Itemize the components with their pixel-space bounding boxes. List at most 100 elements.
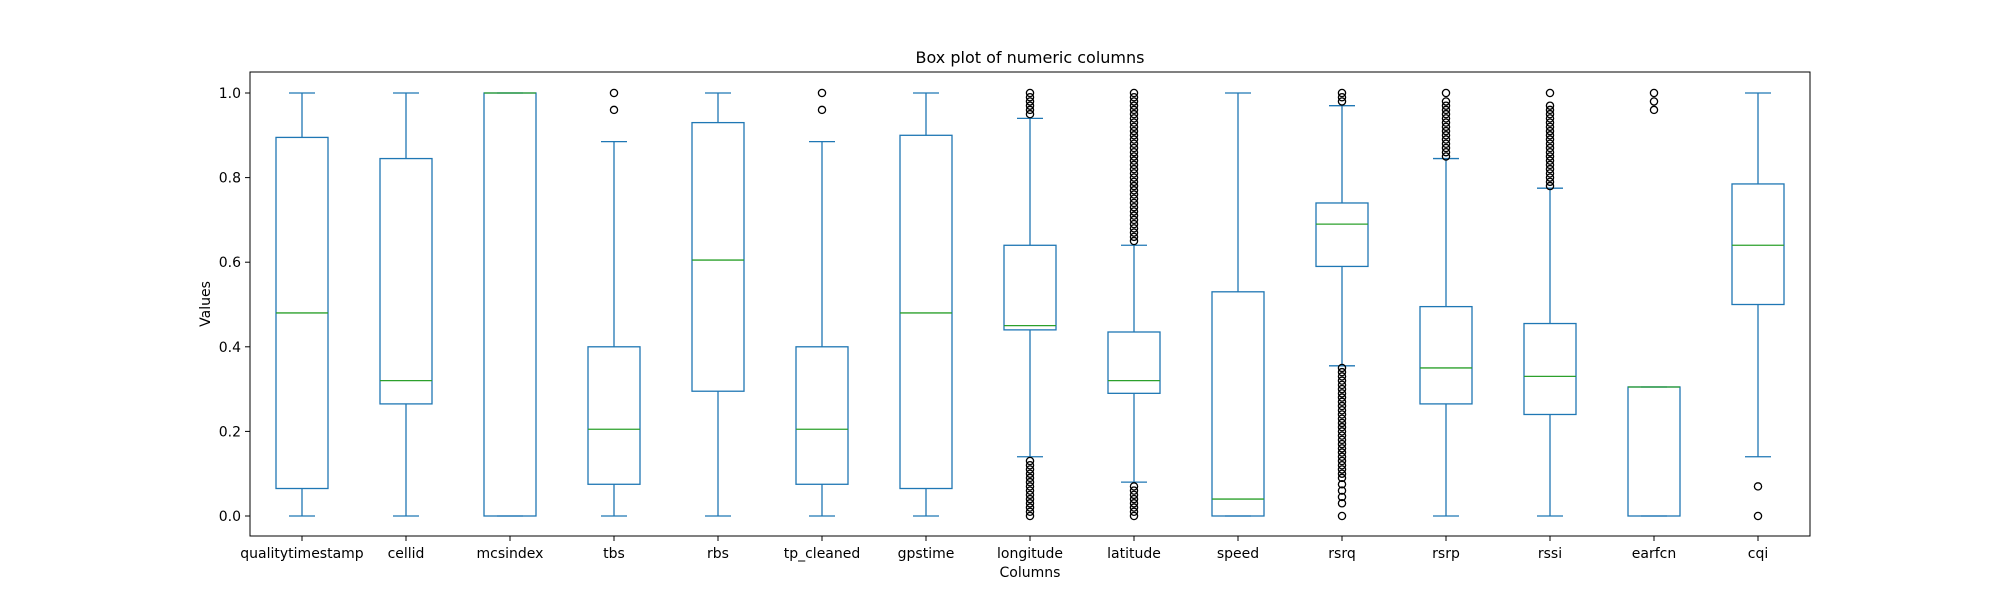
box-group-speed — [1211, 92, 1265, 517]
flier-rsrq — [1337, 448, 1347, 457]
x-tick-label: qualitytimestamp — [240, 546, 364, 562]
flier-rsrp — [1441, 135, 1451, 144]
flier-longitude — [1025, 92, 1035, 102]
flier-rssi — [1545, 147, 1555, 157]
flier-longitude — [1025, 477, 1035, 487]
box-group-cqi — [1731, 92, 1785, 521]
flier-longitude — [1025, 473, 1035, 483]
x-tick-label: rbs — [707, 546, 729, 562]
flier-longitude — [1025, 88, 1035, 98]
x-tick-label: earfcn — [1632, 546, 1676, 562]
box-speed — [1211, 291, 1265, 517]
x-tick-label: longitude — [997, 546, 1063, 562]
plot-area — [275, 88, 1785, 521]
box-rssi — [1523, 322, 1577, 416]
flier-rsrq — [1337, 511, 1347, 521]
flier-latitude — [1129, 109, 1139, 119]
flier-rsrp — [1441, 109, 1451, 119]
box-group-rsrp — [1419, 88, 1473, 517]
box-group-cellid — [379, 92, 433, 517]
flier-latitude — [1129, 232, 1139, 242]
flier-longitude — [1025, 97, 1035, 106]
box-gpstime — [899, 134, 953, 490]
flier-longitude — [1025, 101, 1035, 110]
flier-rssi — [1545, 101, 1555, 110]
flier-latitude — [1129, 202, 1139, 212]
flier-latitude — [1129, 114, 1139, 123]
flier-earfcn — [1649, 97, 1659, 106]
flier-earfcn — [1649, 105, 1659, 115]
x-axis-label: Columns — [1000, 565, 1061, 581]
flier-latitude — [1129, 173, 1139, 182]
flier-longitude — [1025, 105, 1035, 115]
flier-longitude — [1025, 511, 1035, 521]
flier-latitude — [1129, 122, 1139, 132]
x-tick-label: tp_cleaned — [784, 546, 861, 562]
flier-rsrp — [1441, 139, 1451, 149]
flier-longitude — [1025, 482, 1035, 491]
flier-latitude — [1129, 181, 1139, 191]
x-tick-label: latitude — [1107, 546, 1161, 562]
box-rsrq — [1315, 202, 1369, 268]
flier-latitude — [1129, 156, 1139, 165]
flier-rsrq — [1337, 452, 1347, 462]
box-group-mcsindex — [483, 92, 537, 517]
box-rbs — [691, 121, 745, 392]
flier-latitude — [1129, 97, 1139, 106]
flier-rsrq — [1337, 367, 1347, 377]
flier-latitude — [1129, 131, 1139, 140]
flier-cqi — [1753, 511, 1763, 521]
flier-longitude — [1025, 456, 1035, 466]
flier-rssi — [1545, 169, 1555, 178]
flier-longitude — [1025, 465, 1035, 474]
flier-rsrp — [1441, 101, 1451, 110]
flier-rsrq — [1337, 401, 1347, 411]
flier-latitude — [1129, 482, 1139, 491]
y-axis-label: Values — [198, 281, 214, 327]
flier-rsrp — [1441, 126, 1451, 136]
flier-rsrp — [1441, 118, 1451, 127]
y-tick-label: 0.8 — [219, 171, 241, 187]
flier-rssi — [1545, 181, 1555, 191]
flier-rssi — [1545, 173, 1555, 182]
flier-rsrp — [1441, 131, 1451, 140]
flier-rsrq — [1337, 397, 1347, 407]
flier-longitude — [1025, 109, 1035, 119]
flier-latitude — [1129, 486, 1139, 495]
flier-rssi — [1545, 126, 1555, 136]
flier-latitude — [1129, 143, 1139, 153]
box-group-qualitytimestamp — [275, 92, 329, 517]
flier-rssi — [1545, 152, 1555, 161]
flier-rssi — [1545, 160, 1555, 170]
box-cqi — [1731, 183, 1785, 306]
flier-rsrq — [1337, 480, 1347, 489]
flier-rssi — [1545, 131, 1555, 140]
flier-latitude — [1129, 177, 1139, 187]
flier-latitude — [1129, 105, 1139, 115]
flier-latitude — [1129, 236, 1139, 246]
flier-longitude — [1025, 460, 1035, 470]
x-tick-label: gpstime — [898, 546, 955, 562]
flier-rssi — [1545, 114, 1555, 123]
x-axis-ticks: qualitytimestamp cellid mcsindex tbs rbs tp_c… — [240, 536, 1768, 562]
flier-rssi — [1545, 109, 1555, 119]
y-tick-label: 1.0 — [219, 86, 241, 102]
flier-rsrq — [1337, 389, 1347, 398]
flier-rsrp — [1441, 152, 1451, 161]
flier-latitude — [1129, 494, 1139, 504]
flier-longitude — [1025, 499, 1035, 508]
flier-latitude — [1129, 147, 1139, 157]
flier-rsrp — [1441, 105, 1451, 115]
flier-latitude — [1129, 190, 1139, 199]
box-longitude — [1003, 244, 1057, 331]
x-tick-label: mcsindex — [477, 546, 544, 562]
flier-latitude — [1129, 186, 1139, 195]
flier-latitude — [1129, 118, 1139, 127]
flier-latitude — [1129, 507, 1139, 517]
box-group-latitude — [1107, 88, 1161, 521]
flier-rsrq — [1337, 372, 1347, 381]
flier-rsrq — [1337, 456, 1347, 466]
box-cellid — [379, 157, 433, 405]
